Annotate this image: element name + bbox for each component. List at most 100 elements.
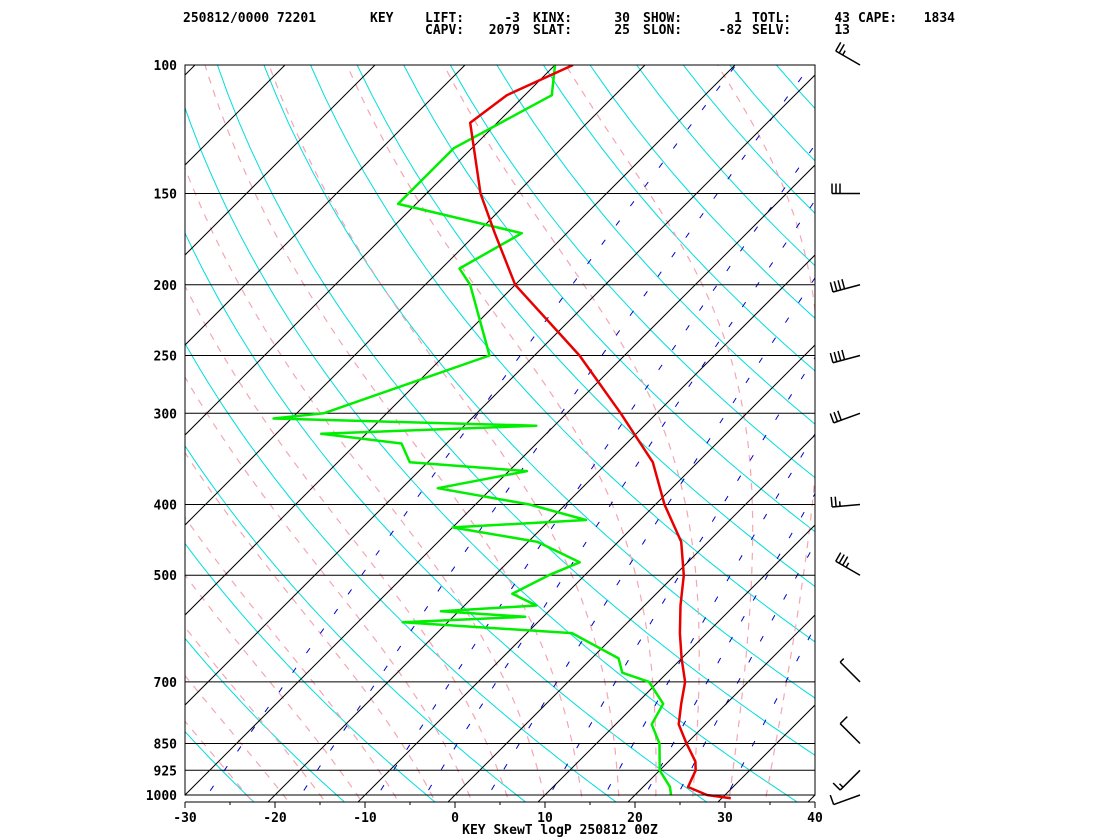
- pressure-label: 400: [154, 499, 178, 514]
- header-value: 1834: [924, 11, 955, 26]
- pressure-grid: 100 150 200 250 300 400 500 700 850 925 1000: [146, 59, 815, 804]
- dry-adiabat: [185, 231, 708, 802]
- isotherm: [185, 65, 556, 436]
- dry-adiabat: [356, 65, 815, 588]
- moist-adiabat: [268, 65, 620, 802]
- header-value: 13: [834, 23, 850, 38]
- barb-staff: [839, 661, 861, 683]
- barb-full: [835, 41, 842, 52]
- moist-adiabat: [185, 674, 290, 802]
- barb-full: [838, 43, 845, 54]
- barb-full: [835, 552, 842, 562]
- dry-adiabat: [216, 65, 815, 756]
- header-value: -3: [504, 11, 520, 26]
- dry-adiabat: [1103, 65, 1120, 811]
- pressure-label: 150: [154, 188, 178, 203]
- mixing-ratio-line: [673, 542, 815, 802]
- barb-full: [842, 556, 849, 566]
- x-tick-label: 40: [807, 811, 823, 826]
- barb-half: [839, 658, 845, 663]
- mixing-ratio-line: [420, 199, 815, 802]
- moist-adiabat: [204, 65, 584, 802]
- isotherm: [185, 65, 646, 526]
- dry-adiabat: [963, 65, 1120, 811]
- temperature-profile: [468, 65, 731, 800]
- pressure-label: 925: [154, 764, 177, 779]
- barb-staff: [833, 794, 861, 806]
- pressure-label: 250: [154, 349, 178, 364]
- isotherm: [185, 65, 466, 346]
- barb-staff: [832, 284, 861, 293]
- wind-barb: [831, 183, 860, 195]
- barb-full: [834, 496, 837, 507]
- x-tick-label: -10: [353, 811, 377, 826]
- pressure-label: 200: [154, 279, 178, 294]
- dewpoint-profile: [272, 65, 673, 796]
- isotherm: [185, 74, 815, 706]
- header-label: SLON:: [643, 23, 682, 38]
- isotherm: [185, 65, 196, 76]
- isotherm: [537, 524, 815, 802]
- dry-adiabat: [916, 65, 1120, 811]
- isotherm: [357, 344, 815, 802]
- barb-full: [829, 282, 834, 293]
- mixing-ratio-line: [372, 144, 815, 802]
- wind-barb: [832, 769, 861, 791]
- pressure-label: 850: [154, 737, 178, 752]
- wind-barb: [829, 794, 861, 806]
- barb-full: [829, 413, 835, 424]
- wind-barb: [835, 552, 861, 576]
- header-row-1: 250812/0000 72201 KEY LIFT: -3 KINX: 30 SHOW: 1…: [183, 11, 955, 26]
- barb-full: [829, 794, 835, 805]
- wind-barb: [829, 279, 861, 293]
- barb-full: [830, 496, 833, 508]
- barb-full: [837, 280, 842, 291]
- moist-adiabat: [185, 284, 510, 802]
- wind-barb: [839, 658, 861, 683]
- pressure-label: 100: [154, 59, 178, 74]
- barb-staff: [832, 503, 861, 508]
- barb-half: [838, 783, 844, 788]
- header-label: CAPE:: [858, 11, 897, 26]
- isotherm: [267, 254, 815, 802]
- header-value: 2079: [489, 23, 520, 38]
- barb-staff: [833, 412, 861, 424]
- chart-footer: KEY SkewT logP 250812 00Z: [462, 823, 658, 838]
- dry-adiabat: [729, 65, 815, 162]
- wind-barb: [829, 410, 861, 424]
- barb-full: [833, 351, 838, 362]
- moist-adiabat: [185, 451, 437, 802]
- barb-full: [839, 716, 848, 725]
- isotherm: [185, 65, 286, 166]
- dry-adiabat: [185, 445, 527, 802]
- dry-adiabat: [185, 342, 617, 802]
- dry-adiabat: [185, 106, 799, 802]
- header-row-2: CAPV: 2079 SLAT: 25 SLON: -82 SELV: 13: [425, 23, 850, 38]
- x-tick-label: 10: [537, 811, 553, 826]
- header-label: SLAT:: [533, 23, 572, 38]
- wind-barb: [839, 716, 861, 745]
- dry-adiabat: [263, 65, 815, 699]
- wind-barbs: [829, 41, 861, 806]
- wind-barb: [835, 41, 861, 66]
- dry-adiabat: [589, 65, 815, 319]
- barb-full: [841, 349, 846, 360]
- header: 250812/0000 72201 KEY LIFT: -3 KINX: 30 SHOW: 1…: [183, 11, 955, 38]
- moist-adiabat: [185, 720, 254, 802]
- x-tick-label: -30: [173, 811, 197, 826]
- isotherm: [0, 32, 138, 811]
- axes: -30 -20 -10 0 10 20 30 40: [173, 64, 823, 826]
- mixing-ratio-line: [545, 356, 815, 802]
- header-label: KEY: [370, 11, 394, 26]
- dry-adiabat: [185, 637, 346, 802]
- pressure-label: 700: [154, 676, 178, 691]
- dry-adiabat: [636, 65, 815, 267]
- barb-half: [845, 562, 850, 568]
- isotherm: [807, 794, 815, 802]
- moist-adiabat: [185, 166, 547, 802]
- x-tick-label: 30: [717, 811, 733, 826]
- header-value: 30: [614, 11, 630, 26]
- isotherm: [185, 65, 376, 256]
- header-value: 25: [614, 23, 630, 38]
- dry-adiabat: [542, 65, 815, 372]
